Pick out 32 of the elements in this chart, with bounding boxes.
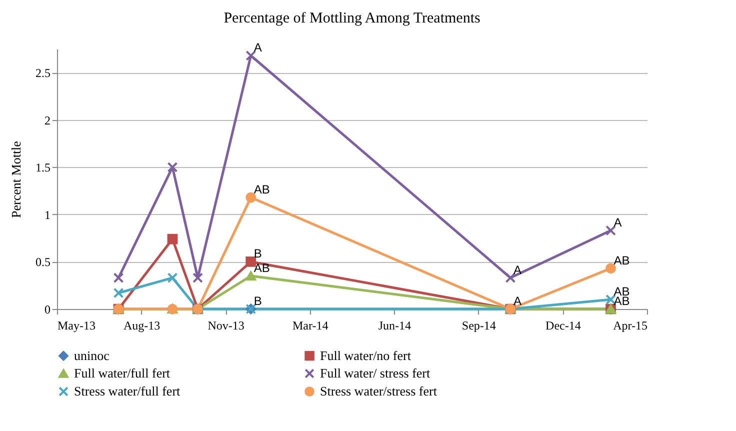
annotation: AB bbox=[254, 182, 270, 196]
x-tick-label: May-13 bbox=[58, 318, 96, 332]
x-tick-label: Aug-13 bbox=[123, 318, 160, 332]
legend-label: Stress water/stress fert bbox=[320, 384, 438, 398]
legend-label: Full water/no fert bbox=[320, 348, 412, 363]
x-tick-label: Sep-14 bbox=[462, 318, 496, 332]
annotation: B bbox=[254, 246, 262, 261]
annotation: A bbox=[513, 294, 522, 308]
y-tick-label: 0.5 bbox=[36, 255, 50, 270]
x-tick-label: Mar-14 bbox=[292, 318, 328, 332]
y-tick-label: 1.5 bbox=[36, 160, 50, 175]
annotation: AB bbox=[614, 253, 630, 268]
legend-label: Full water/ stress fert bbox=[320, 366, 430, 380]
x-tick-label: Jun-14 bbox=[378, 318, 411, 332]
legend-label: Stress water/full fert bbox=[74, 384, 181, 398]
annotation: AB bbox=[614, 294, 630, 308]
y-tick-label: 2 bbox=[44, 113, 50, 128]
y-axis-title: Percent Mottle bbox=[8, 140, 24, 218]
x-tick-label: Apr-15 bbox=[613, 318, 648, 332]
legend-label: uninoc bbox=[74, 348, 110, 363]
y-tick-label: 2.5 bbox=[36, 66, 50, 80]
x-tick-label: Dec-14 bbox=[546, 318, 581, 332]
annotation: B bbox=[254, 294, 262, 308]
annotation: A bbox=[614, 216, 622, 230]
x-tick-label: Nov-13 bbox=[208, 318, 244, 332]
annotation: AB bbox=[254, 260, 270, 275]
y-tick-label: 0 bbox=[44, 302, 50, 316]
y-tick-label: 1 bbox=[44, 208, 50, 222]
annotation: A bbox=[254, 40, 262, 55]
legend-label: Full water/full fert bbox=[74, 366, 170, 380]
annotation: A bbox=[513, 262, 522, 277]
chart-title: Percentage of Mottling Among Treatments bbox=[224, 10, 480, 27]
